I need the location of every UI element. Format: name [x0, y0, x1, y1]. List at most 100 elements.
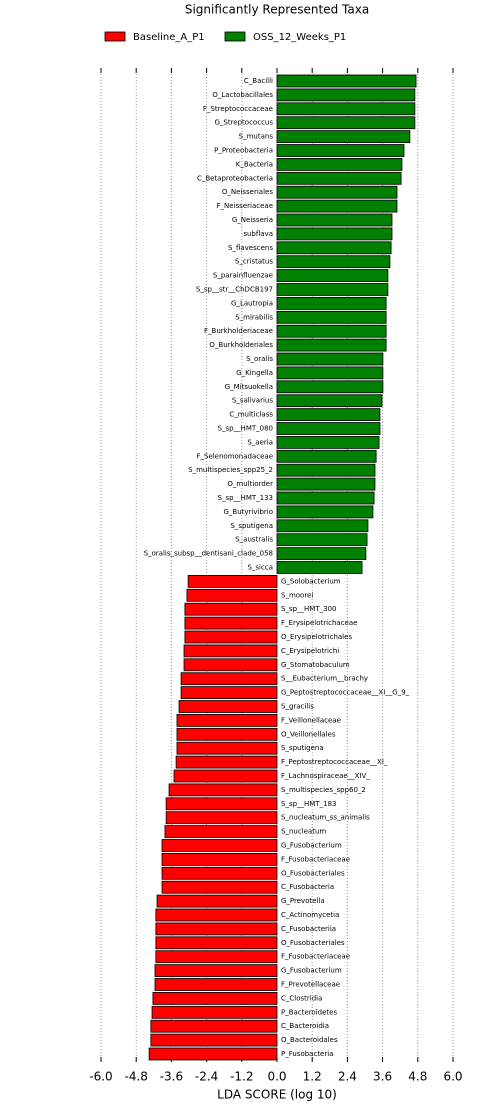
category-label: G_Butyrivibrio [223, 508, 273, 516]
x-tick-label: -2.4 [195, 1070, 218, 1084]
category-label: S_sp__HMT_133 [218, 494, 273, 502]
bar [276, 533, 368, 547]
category-label: O_Neisseriales [222, 188, 273, 196]
category-label: C_Clostridia [281, 994, 322, 1002]
bar [155, 950, 278, 964]
bar [276, 102, 416, 116]
bar [152, 992, 278, 1005]
category-label: S_nucleatum_ss_animalis [281, 814, 370, 822]
bar [180, 672, 278, 686]
category-label: S_parainfluenzae [213, 272, 273, 280]
bar [175, 755, 278, 769]
bar [184, 616, 278, 630]
chart-title: Significantly Represented Taxa [185, 3, 369, 17]
bar [276, 130, 411, 144]
bar [276, 463, 376, 477]
bar [150, 1019, 278, 1033]
category-label: G_Fusobacterium [281, 967, 342, 975]
bar [178, 700, 278, 713]
category-label: S_nucleatum [281, 828, 326, 836]
bar [176, 727, 278, 741]
category-label: F_Neisseriaceae [217, 202, 273, 210]
bar [276, 408, 381, 422]
bar [183, 658, 278, 672]
x-axis-label: LDA SCORE (log 10) [217, 1088, 337, 1102]
bar [276, 74, 417, 88]
x-tick-label: 1.2 [303, 1070, 322, 1084]
category-label: C_Betaproteobacteria [197, 174, 273, 182]
category-label: S_mutans [239, 133, 274, 141]
bar [176, 741, 278, 755]
bar [276, 449, 377, 463]
bar [164, 825, 278, 838]
category-label: G_Solobacterium [281, 577, 341, 585]
category-label: G_Neisseria [232, 216, 273, 224]
bar [276, 394, 383, 408]
category-label: K_Bacteria [236, 160, 273, 168]
bar [276, 199, 398, 213]
bar [156, 894, 278, 908]
bar [165, 811, 278, 825]
bar [276, 171, 402, 185]
bar [180, 686, 278, 699]
bar [155, 922, 278, 936]
category-label: S_cristatus [235, 258, 273, 266]
category-label: O_multiorder [227, 480, 273, 488]
bar [276, 116, 416, 130]
category-label: F_Erysipelotrichaceae [281, 619, 357, 627]
category-label: G_Mitsuokella [225, 383, 273, 391]
category-label: S_sp__HMT_080 [218, 425, 273, 433]
category-label: O_Burkholderiales [209, 341, 273, 349]
category-label: F_Prevotellaceae [281, 981, 340, 989]
bar [276, 255, 391, 269]
category-label: S_mirabilis [235, 313, 273, 321]
x-tick-label: 3.6 [373, 1070, 392, 1084]
category-label: S_sicca [247, 564, 273, 572]
bar [276, 561, 363, 574]
category-label: S_australis [235, 536, 273, 544]
bar [276, 213, 393, 227]
category-label: S_sp__HMT_183 [281, 800, 336, 808]
category-label: F_Streptococcaceae [203, 105, 273, 113]
bar [187, 575, 278, 588]
bar [276, 505, 374, 519]
bar [276, 185, 398, 199]
bar [276, 296, 387, 310]
category-label: G_Fusobacterium [281, 842, 342, 850]
category-label: F_Peptostreptococcaceae__XI_ [281, 758, 388, 766]
bar [276, 269, 389, 283]
category-label: O_Veillonellales [281, 730, 336, 738]
category-label: G_Streptococcus [214, 119, 273, 127]
bar [276, 366, 384, 380]
category-label: S_sp__str__ChDCB197 [196, 286, 273, 294]
bar [276, 144, 405, 157]
category-label: S_multispecies_spp25_2 [188, 466, 273, 474]
category-label: P_Proteobacteria [214, 147, 273, 155]
category-label: F_Fusobacteriaceae [281, 953, 350, 961]
bar [276, 352, 384, 366]
category-label: F_Selenomonadaceae [196, 452, 273, 460]
legend-label: OSS_12_Weeks_P1 [253, 32, 346, 43]
x-tick-label: -4.8 [124, 1070, 147, 1084]
bar [276, 324, 387, 338]
bar [276, 338, 387, 352]
category-label: C_Actinomycetia [281, 911, 339, 919]
x-tick-label: 6.0 [443, 1070, 462, 1084]
category-label: S_multispecies_spp60_2 [281, 786, 366, 794]
x-tick-label: -3.6 [160, 1070, 183, 1084]
bar [276, 519, 369, 533]
bar [161, 853, 278, 866]
legend-swatch [224, 31, 246, 42]
legend-swatch [104, 31, 126, 42]
category-label: O_Bacteroidales [281, 1036, 338, 1044]
bar [276, 88, 416, 102]
bar [276, 547, 367, 560]
category-label: O_Fusobacteriales [281, 869, 345, 877]
category-label: subflava [243, 230, 273, 238]
category-label: G_Stomatobaculum [281, 661, 350, 669]
bar [186, 588, 278, 602]
bar [276, 435, 380, 449]
category-label: G_Kingella [236, 369, 273, 377]
legend-label: Baseline_A_P1 [133, 32, 205, 43]
